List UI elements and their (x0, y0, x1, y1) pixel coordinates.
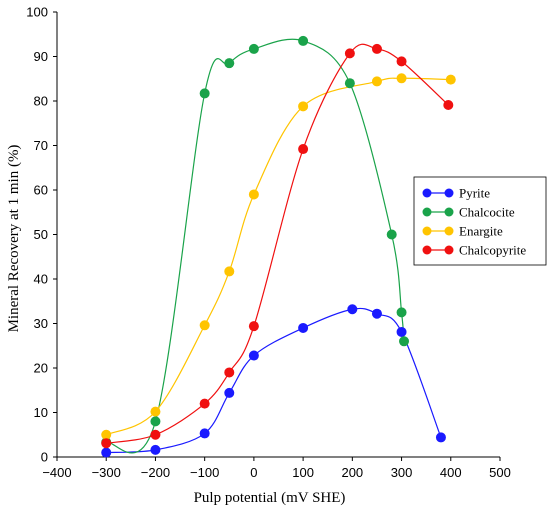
chalcocite-point (199, 88, 210, 99)
x-tick-label: 400 (440, 465, 462, 480)
chalcopyrite-point (371, 43, 382, 54)
pyrite-point (347, 304, 358, 315)
x-tick-label: 0 (250, 465, 257, 480)
y-tick-label: 30 (34, 316, 48, 331)
chalcocite-point (386, 229, 397, 240)
y-tick-label: 80 (34, 94, 48, 109)
x-tick-label: −200 (141, 465, 170, 480)
series-curves (105, 38, 451, 454)
chalcocite-curve (105, 38, 405, 454)
chalcopyrite-point (150, 429, 161, 440)
y-tick-label: 90 (34, 49, 48, 64)
legend-marker-chalcocite (422, 207, 432, 217)
chalcopyrite-point (224, 367, 235, 378)
y-tick-label: 60 (34, 183, 48, 198)
axes: −400 −300 −200 −100 0 100 200 300 400 500 0 10 20 30 4… (26, 5, 511, 481)
pyrite-point (101, 447, 112, 458)
chalcopyrite-curve (106, 43, 449, 444)
y-tick-label: 10 (34, 405, 48, 420)
y-tick-label: 70 (34, 138, 48, 153)
y-tick-label: 0 (41, 450, 48, 465)
y-tick-label: 20 (34, 361, 48, 376)
enargite-point (101, 429, 112, 440)
pyrite-point (371, 308, 382, 319)
legend-marker-chalcocite (444, 207, 454, 217)
legend-marker-enargite (422, 226, 432, 236)
enargite-curve (105, 77, 451, 436)
chalcocite-point (396, 307, 407, 318)
x-tick-label: −400 (42, 465, 71, 480)
enargite-point (445, 74, 456, 85)
pyrite-point (150, 444, 161, 455)
legend-marker-chalcopyrite (422, 245, 432, 255)
y-tick-label: 100 (26, 5, 48, 20)
pyrite-point (298, 322, 309, 333)
chalcocite-point (298, 35, 309, 46)
pyrite-point (248, 350, 259, 361)
x-tick-label: −300 (92, 465, 121, 480)
chalcopyrite-point (199, 398, 210, 409)
pyrite-point (435, 432, 446, 443)
enargite-point (371, 76, 382, 87)
enargite-point (224, 266, 235, 277)
y-axis-title: Mineral Recovery at 1 min (%) (6, 145, 22, 333)
x-tick-label: 200 (341, 465, 363, 480)
enargite-point (248, 189, 259, 200)
enargite-point (396, 73, 407, 84)
x-tick-label: 500 (489, 465, 511, 480)
pyrite-curve (106, 307, 442, 454)
series-points (101, 35, 456, 458)
pyrite-point (396, 326, 407, 337)
chalcopyrite-point (298, 144, 309, 155)
legend-marker-pyrite (422, 188, 432, 198)
chalcocite-point (150, 416, 161, 427)
legend-marker-chalcopyrite (444, 245, 454, 255)
legend-label-chalcopyrite: Chalcopyrite (459, 243, 526, 258)
legend-marker-pyrite (444, 188, 454, 198)
chalcocite-point (344, 78, 355, 89)
legend: Pyrite Chalcocite Enargite Chalcopyrite (413, 176, 547, 266)
enargite-point (298, 101, 309, 112)
chalcocite-point (399, 336, 410, 347)
chalcocite-point (248, 43, 259, 54)
legend-marker-enargite (444, 226, 454, 236)
x-tick-label: 100 (292, 465, 314, 480)
chalcopyrite-point (396, 56, 407, 67)
enargite-point (150, 406, 161, 417)
chalcocite-point (224, 58, 235, 69)
y-tick-label: 40 (34, 272, 48, 287)
pyrite-point (199, 428, 210, 439)
chalcopyrite-point (248, 321, 259, 332)
chalcopyrite-point (344, 48, 355, 59)
chalcopyrite-point (443, 100, 454, 111)
legend-label-chalcocite: Chalcocite (459, 205, 515, 220)
x-tick-label: 300 (391, 465, 413, 480)
chalcopyrite-point (101, 438, 112, 449)
enargite-point (199, 320, 210, 331)
x-axis-title: Pulp potential (mV SHE) (194, 490, 346, 506)
legend-label-enargite: Enargite (459, 224, 503, 239)
legend-label-pyrite: Pyrite (459, 186, 490, 201)
pyrite-point (224, 387, 235, 398)
y-tick-label: 50 (34, 227, 48, 242)
x-tick-label: −100 (190, 465, 219, 480)
